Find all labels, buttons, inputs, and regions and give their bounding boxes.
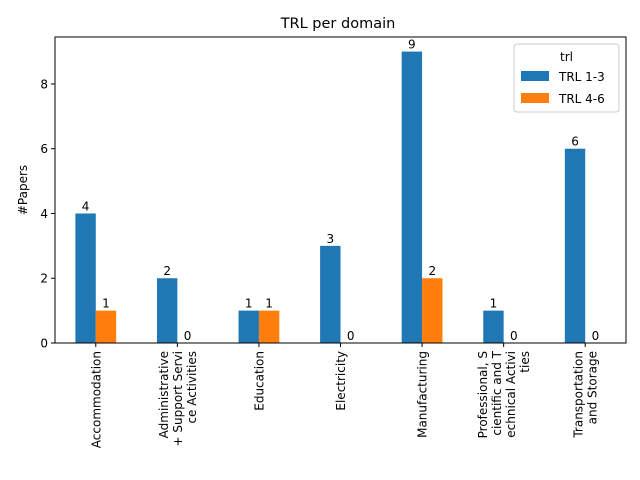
x-tick-label: + Support Servi bbox=[171, 351, 185, 447]
bar-1-5 bbox=[401, 51, 423, 343]
bar-2-1 bbox=[95, 310, 117, 343]
legend-swatch-1 bbox=[521, 71, 549, 81]
legend-entry-1: TRL 1-3 bbox=[558, 70, 605, 84]
bar-1-2 bbox=[156, 278, 178, 343]
bar-value-label: 0 bbox=[347, 329, 355, 343]
y-tick-label: 4 bbox=[40, 207, 48, 221]
y-tick-label: 6 bbox=[40, 142, 48, 156]
x-tick-label: Transportation bbox=[572, 351, 586, 439]
x-tick-label: Administrative bbox=[157, 351, 171, 438]
x-tick-label: ce Activities bbox=[185, 351, 199, 424]
bar-1-7 bbox=[564, 148, 586, 343]
x-tick-label: Professional, S bbox=[476, 351, 490, 438]
bar-value-label: 1 bbox=[245, 297, 253, 311]
plot-area: 4 2 1 3 9 1 6 1 0 1 0 2 0 0 0 2 4 6 8 Accommodation Administ… bbox=[40, 36, 627, 448]
y-axis-label: #Papers bbox=[16, 165, 30, 215]
bar-value-label: 1 bbox=[490, 297, 498, 311]
bar-value-label: 6 bbox=[571, 135, 579, 149]
bar-1-4 bbox=[320, 245, 341, 343]
x-tick-label: Electricity bbox=[334, 351, 348, 411]
bar-value-label: 0 bbox=[592, 329, 600, 343]
x-tick-label: cientific and T bbox=[490, 350, 504, 435]
bar-1-1 bbox=[75, 213, 96, 343]
y-tick-label: 8 bbox=[40, 77, 48, 91]
bar-value-label: 2 bbox=[428, 264, 436, 278]
bar-1-6 bbox=[483, 310, 504, 343]
x-tick-label: echnical Activi bbox=[504, 351, 518, 438]
bar-value-label: 2 bbox=[163, 264, 171, 278]
bar-value-label: 1 bbox=[102, 297, 110, 311]
legend-swatch-2 bbox=[521, 93, 549, 103]
y-tick-label: 0 bbox=[40, 337, 48, 351]
x-tick-label: Manufacturing bbox=[416, 351, 430, 438]
x-tick-label: Accommodation bbox=[89, 351, 103, 448]
bar-value-label: 1 bbox=[265, 297, 273, 311]
bar-value-label: 9 bbox=[408, 38, 416, 52]
x-tick-label: Education bbox=[252, 351, 266, 411]
bar-1-3 bbox=[238, 310, 259, 343]
x-tick-label: and Storage bbox=[586, 351, 600, 424]
y-tick-label: 2 bbox=[40, 272, 48, 286]
legend-entry-2: TRL 4-6 bbox=[558, 92, 605, 106]
bar-2-5 bbox=[422, 278, 443, 343]
chart-title: TRL per domain bbox=[280, 16, 396, 32]
x-tick-label: ties bbox=[518, 351, 532, 373]
bar-value-label: 4 bbox=[82, 199, 90, 213]
bar-2-3 bbox=[258, 310, 280, 343]
legend-title: trl bbox=[560, 50, 573, 64]
bar-value-label: 3 bbox=[326, 232, 334, 246]
bar-value-label: 0 bbox=[184, 329, 192, 343]
bar-value-label: 0 bbox=[510, 329, 518, 343]
